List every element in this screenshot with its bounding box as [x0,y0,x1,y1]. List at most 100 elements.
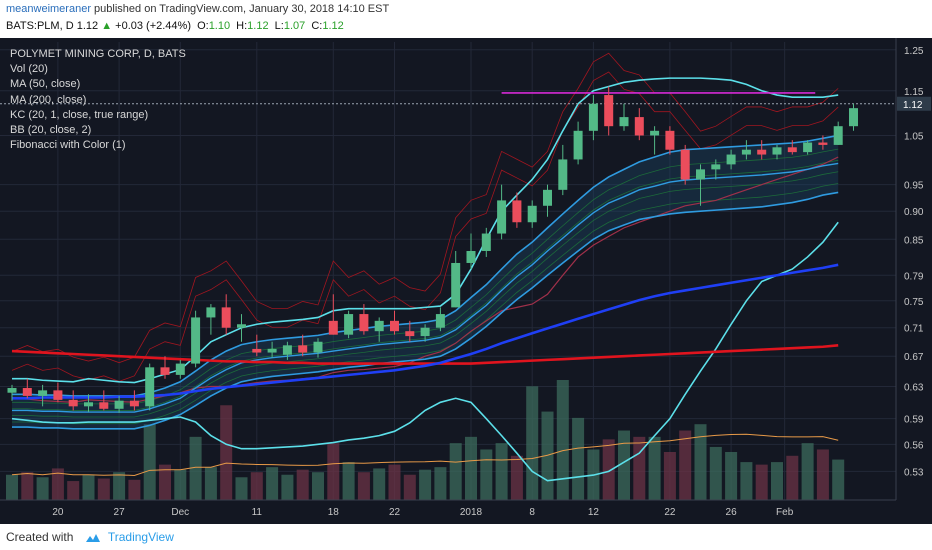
volume-bar [771,462,783,500]
candle-body [818,142,828,145]
candle-body [84,402,93,407]
candle-body [466,250,476,263]
price-tick-label: 1.25 [904,46,924,57]
time-tick-label: 20 [52,507,64,518]
volume-bar [801,443,814,500]
candle-body [22,388,32,396]
candle-body [129,400,139,407]
time-tick-label: 22 [664,507,676,518]
volume-bar [526,386,539,500]
time-tick-label: Dec [171,507,189,518]
author-link[interactable]: meanweimeraner [6,3,91,15]
volume-bar [143,424,156,500]
legend-title[interactable]: POLYMET MINING CORP, D, BATS [10,48,186,60]
legend-ma200[interactable]: MA (200, close) [10,93,87,106]
volume-bar [113,472,126,500]
volume-bar [618,430,630,500]
volume-bar [679,430,692,500]
footer: Created with TradingView [0,524,932,550]
candle-body [696,169,705,180]
volume-bar [281,474,294,500]
candle-body [573,130,583,160]
candle-body [619,117,629,127]
price-chart[interactable]: 1.25 1.15 1.05 0.95 0.90 0.85 0.79 0.75 0.71 0.67… [0,38,932,524]
candle-body [267,348,277,353]
volume-bar [327,443,340,500]
volume-bar [602,439,615,500]
candle-body [543,189,552,206]
volume-ma-line [11,433,839,476]
legend-volume[interactable]: Vol (20) [10,63,48,76]
candle-body [328,320,338,335]
volume-bar [357,472,370,500]
volume-bar [709,446,722,500]
volume-bar [204,467,217,500]
time-tick-label: 18 [328,507,340,518]
price-tick-label: 0.75 [904,297,924,308]
candle-body [497,200,507,234]
time-tick-label: 22 [389,507,401,518]
up-arrow-icon: ▲ [101,20,113,32]
candle-body [313,341,323,353]
tradingview-link[interactable]: TradingView [107,530,174,544]
volume-bar [403,474,416,500]
volume-bar [21,472,34,500]
open-label: O: [197,20,209,32]
volume-bar [128,479,141,500]
legend-bollinger[interactable]: BB (20, close, 2) [10,124,92,137]
chart-header: meanweimeraner published on TradingView.… [0,0,932,38]
candle-body [481,233,491,251]
volume-bar [663,452,676,500]
volume-bar [36,477,49,500]
volume-bar [755,464,768,500]
volume-bar [816,449,829,500]
low-label: L: [274,20,284,32]
volume-bar [174,469,187,500]
close-label: C: [311,20,323,32]
quote-line: BATS:PLM, D 1.12 ▲ +0.03 (+2.44%) O:1.10… [6,20,344,32]
volume-bar [434,467,447,500]
candle-body [206,307,216,318]
price-tick-label: 1.05 [904,131,924,142]
legend-keltner[interactable]: KC (20, 1, close, true range) [10,108,149,121]
candle-body [558,159,568,190]
volume-bar [740,462,753,500]
price-tick-label: 0.53 [904,467,924,478]
volume-bar [250,472,263,500]
volume-bar [495,443,508,500]
publish-info: meanweimeraner published on TradingView.… [6,3,389,15]
price-tick-label: 0.56 [904,440,924,451]
fibonacci-line-green [12,183,839,425]
candle-body [772,147,782,155]
candle-body [803,142,813,153]
fibonacci-line-red [11,52,839,364]
volume-bar [312,472,324,500]
candle-body [160,367,170,375]
candle-body [680,149,690,180]
legend-ma50[interactable]: MA (50, close) [10,78,81,91]
time-tick-label: Feb [776,507,794,518]
price-axis [896,38,932,524]
volume-bar [159,464,171,500]
volume-bar [82,474,95,500]
volume-bar [67,481,80,500]
time-tick-label: 12 [588,507,600,518]
volume-bar [373,468,386,500]
candle-body [741,149,751,155]
high-value: 1.12 [247,20,269,32]
volume-bar [541,411,554,500]
candle-body [390,320,399,332]
volume-bar [296,469,309,500]
candle-body [634,117,644,136]
time-tick-label: 2018 [460,507,483,518]
last-price: 1.12 [76,20,99,32]
candle-body [359,314,369,332]
candle-body [7,388,17,393]
last-price-badge [897,96,931,111]
volume-bar [725,452,738,500]
volume-bar [342,462,355,500]
close-value: 1.12 [322,20,344,32]
ma200-line [11,344,839,365]
legend-fibonacci[interactable]: Fibonacci with Color (1) [10,139,126,152]
volume-bar [388,464,401,500]
